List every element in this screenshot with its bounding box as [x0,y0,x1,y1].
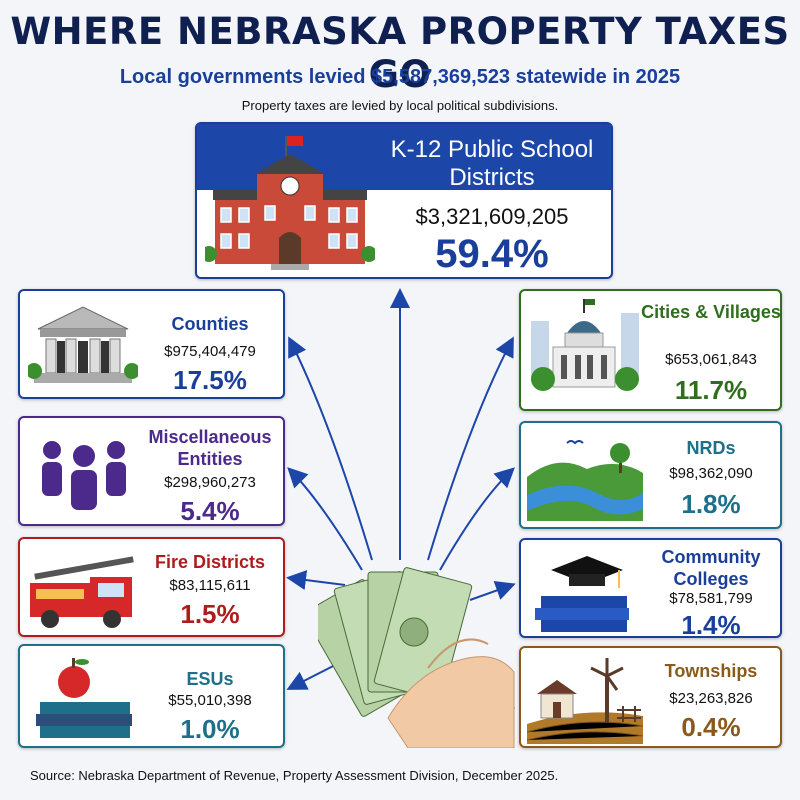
esus-amount: $55,010,398 [168,692,252,709]
colleges-percent: 1.4% [681,610,741,640]
counties-name: Counties [171,314,249,334]
river-landscape-icon [527,440,643,521]
city-hall-icon [531,299,639,391]
townships-amount: $23,263,826 [669,690,753,707]
k12-amount: $3,321,609,205 [415,204,569,229]
colleges-card: Community Colleges $78,581,799 1.4% [519,538,782,640]
fire-truck-icon [30,556,134,628]
cities-amount: $653,061,843 [665,351,757,368]
townships-name: Townships [664,661,758,681]
esus-card: ESUs $55,010,398 1.0% [18,644,285,748]
page-note: Property taxes are levied by local polit… [241,98,559,113]
school-building-icon [205,136,375,270]
fire-card: Fire Districts $83,115,611 1.5% [18,537,285,637]
arrow-counties [288,336,373,561]
nrds-percent: 1.8% [681,489,741,519]
page-subtitle: Local governments levied $5,587,369,523 … [119,66,681,88]
farmhouse-windmill-icon [527,658,643,744]
fire-name: Fire Districts [154,552,266,572]
arrow-misc [287,467,363,571]
misc-name: Miscellaneous Entities [148,427,272,469]
graduation-cap-books-icon [535,556,629,632]
townships-percent: 0.4% [681,712,741,742]
fire-percent: 1.5% [180,599,240,629]
arrow-cities [427,336,514,561]
cities-name: Cities & Villages [641,302,781,322]
apple-books-icon [36,658,132,738]
arrow-fire [286,570,346,590]
k12-percent: 59.4% [435,232,549,276]
misc-percent: 5.4% [180,496,240,526]
courthouse-icon [28,306,138,383]
townships-card: Townships $23,263,826 0.4% [519,646,782,748]
page-title: WHERE NEBRASKA PROPERTY TAXES GO [10,10,790,96]
cities-percent: 11.7% [674,375,748,405]
people-group-icon [42,441,126,510]
cities-card: Cities & Villages $653,061,843 11.7% [519,289,782,411]
k12-card: K-12 Public School Districts $3,321,609,… [195,122,613,279]
nrds-name: NRDs [686,438,736,458]
source-note: Source: Nebraska Department of Revenue, … [30,768,559,783]
nrds-card: NRDs $98,362,090 1.8% [519,421,782,529]
hand-holding-money-icon [318,567,515,748]
esus-name: ESUs [186,669,234,689]
counties-card: Counties $975,404,479 17.5% [18,289,285,399]
nrds-amount: $98,362,090 [669,465,753,482]
colleges-amount: $78,581,799 [669,590,753,607]
misc-amount: $298,960,273 [164,474,256,491]
misc-card: Miscellaneous Entities $298,960,273 5.4% [18,416,285,526]
arrow-colleges [469,580,516,601]
arrow-nrds [439,467,515,571]
colleges-name: Community Colleges [661,547,761,589]
k12-name: K-12 Public School Districts [390,136,594,191]
fire-amount: $83,115,611 [169,577,251,594]
esus-percent: 1.0% [180,714,240,744]
counties-percent: 17.5% [173,365,247,395]
counties-amount: $975,404,479 [164,343,256,360]
